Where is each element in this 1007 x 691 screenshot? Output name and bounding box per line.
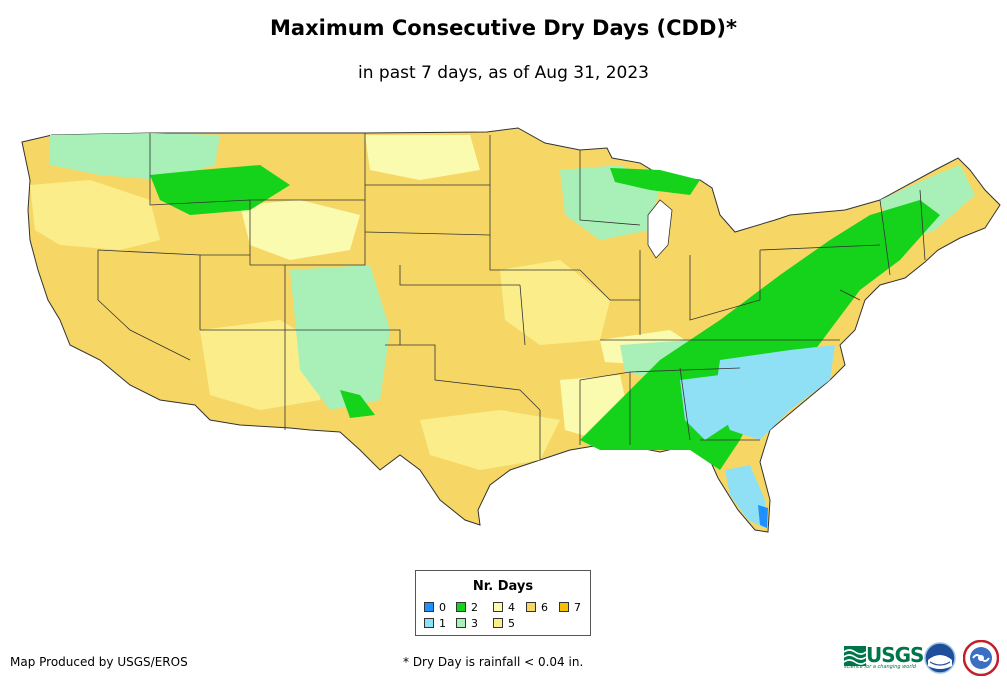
region-3-days-pnw xyxy=(50,133,220,180)
legend-label-0: 0 xyxy=(439,601,446,614)
region-2-days-michigan xyxy=(610,168,700,195)
region-1-days-carolinas xyxy=(715,345,835,440)
legend-label-1: 1 xyxy=(439,617,446,630)
usgs-logo-text: USGS xyxy=(866,643,924,667)
region-0-days-south-florida xyxy=(758,505,768,528)
region-2-days-new-mexico xyxy=(340,390,375,418)
usgs-logo: USGS science for a changing world xyxy=(844,643,924,670)
legend-swatch-7 xyxy=(559,602,569,612)
usgs-logo-tagline: science for a changing world xyxy=(844,664,916,670)
noaa-logo-icon xyxy=(924,642,956,674)
legend-swatch-6 xyxy=(526,602,536,612)
lake-michigan xyxy=(647,199,673,259)
legend-swatch-2 xyxy=(456,602,466,612)
region-2-days-northern-rockies xyxy=(150,165,290,215)
region-1-days-florida xyxy=(725,465,765,528)
region-5-days-south xyxy=(420,410,560,470)
state-borders xyxy=(97,133,926,460)
map-credit: Map Produced by USGS/EROS xyxy=(10,655,188,669)
legend-swatch-0 xyxy=(424,602,434,612)
legend-swatch-3 xyxy=(456,618,466,628)
legend-label-4: 4 xyxy=(508,601,515,614)
region-4-days-north-plains xyxy=(365,135,480,180)
legend-label-5: 5 xyxy=(508,617,515,630)
map-title: Maximum Consecutive Dry Days (CDD)* xyxy=(270,16,737,40)
region-5-days-midwest xyxy=(500,260,610,345)
legend-swatch-4 xyxy=(493,602,503,612)
region-1-days-georgia xyxy=(680,375,735,440)
legend-label-7: 7 xyxy=(574,601,581,614)
region-2-days-southeast xyxy=(580,200,940,470)
usgs-waves-icon xyxy=(844,646,866,666)
nws-logo-icon xyxy=(963,640,999,676)
legend-label-2: 2 xyxy=(471,601,478,614)
map-subtitle: in past 7 days, as of Aug 31, 2023 xyxy=(358,63,649,83)
legend-label-6: 6 xyxy=(541,601,548,614)
region-5-days-west-coast xyxy=(30,180,160,250)
legend-swatch-5 xyxy=(493,618,503,628)
dry-day-footnote: * Dry Day is rainfall < 0.04 in. xyxy=(403,655,584,669)
legend-title: Nr. Days xyxy=(472,579,534,594)
dry-days-regions xyxy=(30,133,975,528)
legend-label-3: 3 xyxy=(471,617,478,630)
legend-swatch-1 xyxy=(424,618,434,628)
region-4-days-rockies xyxy=(240,200,360,260)
legend-box: Nr. Days 0 1 2 3 4 5 6 7 xyxy=(415,570,591,636)
region-3-days-southwest xyxy=(290,265,390,410)
